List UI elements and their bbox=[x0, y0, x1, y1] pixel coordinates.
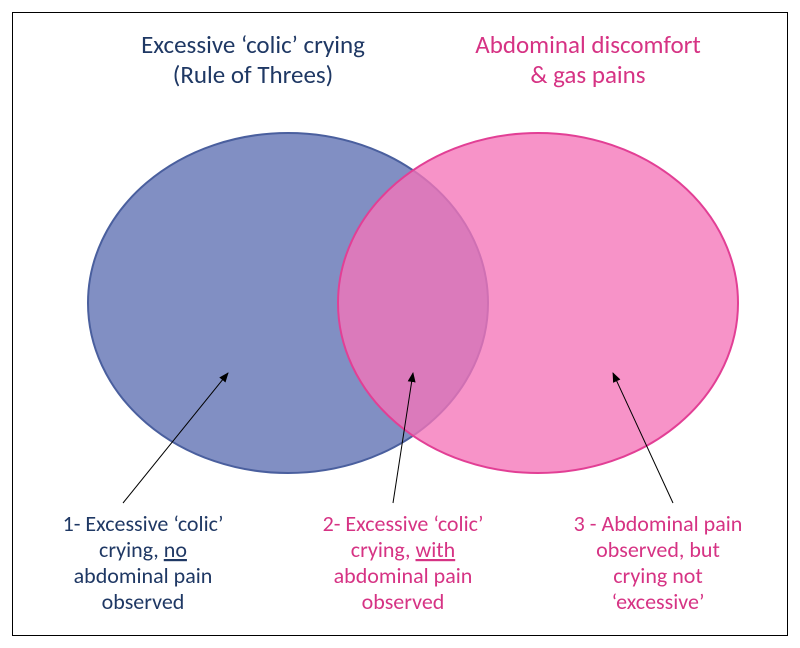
title-left-line2: (Rule of Threes) bbox=[173, 59, 334, 90]
caption-mid-l4: observed bbox=[362, 588, 445, 615]
venn-diagram: Excessive ‘colic’ crying (Rule of Threes… bbox=[13, 13, 789, 637]
caption-mid-l2: crying, with bbox=[351, 536, 455, 563]
caption-right-l4: ‘excessive’ bbox=[612, 588, 705, 615]
caption-mid-l3: abdominal pain bbox=[334, 562, 473, 589]
caption-right-l1: 3 - Abdominal pain bbox=[574, 510, 743, 537]
title-left-line1: Excessive ‘colic’ crying bbox=[141, 29, 365, 60]
caption-left-l3: abdominal pain bbox=[74, 562, 213, 589]
caption-right-l3: crying not bbox=[613, 562, 703, 589]
caption-mid-l1: 2- Excessive ‘colic’ bbox=[323, 510, 484, 537]
caption-left-l2: crying, no bbox=[99, 536, 187, 563]
venn-right-circle bbox=[338, 133, 738, 473]
caption-right-l2: observed, but bbox=[596, 536, 720, 563]
caption-left-l4: observed bbox=[102, 588, 185, 615]
title-right-line2: & gas pains bbox=[530, 59, 645, 90]
caption-left-l1: 1- Excessive ‘colic’ bbox=[63, 510, 224, 537]
title-right-line1: Abdominal discomfort bbox=[475, 29, 701, 60]
